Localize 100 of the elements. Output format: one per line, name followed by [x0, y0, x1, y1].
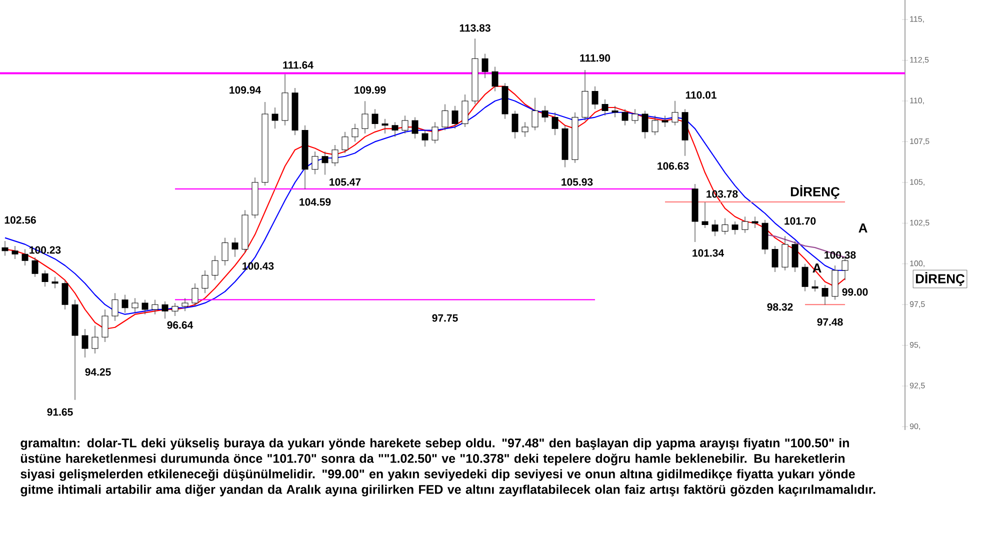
annotation: 111.64 [283, 61, 314, 69]
candlestick [782, 236, 788, 271]
candlestick [642, 110, 648, 139]
candlestick [342, 132, 348, 154]
candlestick [482, 53, 488, 78]
candlestick [152, 299, 158, 315]
candlestick [612, 106, 618, 118]
candlestick [772, 246, 778, 272]
candlestick [752, 216, 758, 228]
candlestick [202, 270, 208, 294]
candlestick [222, 238, 228, 266]
candlestick [702, 202, 708, 228]
annotation: 101.70 [784, 217, 816, 225]
candlestick [12, 246, 18, 260]
y-tick-label: 102,5 [910, 220, 930, 226]
candlestick [2, 240, 8, 256]
candlestick [382, 118, 388, 134]
candlestick [732, 221, 738, 235]
candlestick [42, 270, 48, 287]
annotation: 104.59 [300, 198, 331, 206]
candlestick [632, 108, 638, 124]
candlestick [192, 283, 198, 307]
candlestick [512, 110, 518, 139]
annotation: 105.93 [562, 178, 593, 186]
annotation: 98.32 [767, 303, 793, 311]
annotation: 97.48 [817, 318, 843, 326]
candlestick [662, 115, 668, 128]
candlestick [372, 108, 378, 129]
annotation: 109.94 [230, 86, 261, 94]
candlestick [812, 280, 818, 292]
candlestick [652, 115, 658, 136]
candlestick [312, 151, 318, 175]
annotation: 105.47 [330, 178, 361, 186]
candlestick [322, 151, 328, 176]
candlestick [462, 94, 468, 128]
candlestick [602, 99, 608, 116]
candlestick [32, 257, 38, 278]
candlestick [112, 292, 118, 322]
candlestick [162, 301, 168, 319]
candlestick [142, 299, 148, 315]
candlestick [802, 264, 808, 292]
candlestick [22, 248, 28, 266]
candlestick [332, 144, 338, 166]
y-tick-label: 110, [910, 98, 924, 104]
candlestick [522, 122, 528, 138]
candlestick [442, 104, 448, 131]
candlestick [212, 255, 218, 280]
candlestick [592, 86, 598, 110]
y-tick-label: 105, [910, 179, 924, 186]
y-tick-label: 100, [910, 260, 924, 268]
y-tick-label: 115, [910, 16, 924, 23]
annotation: 109.99 [354, 86, 386, 94]
candlestick [232, 238, 238, 258]
candlestick [452, 106, 458, 129]
candlestick [822, 284, 828, 306]
candlestick [392, 122, 398, 138]
candlestick [362, 100, 368, 134]
candlestick [742, 216, 748, 234]
annotation: 96.64 [167, 321, 194, 329]
candlestick [432, 122, 438, 144]
candlestick [792, 240, 798, 272]
candlestick [62, 280, 68, 310]
annotation: 101.34 [692, 249, 724, 257]
candlestick [622, 108, 628, 126]
annotation: 110.01 [686, 91, 716, 99]
candlestick [102, 309, 108, 342]
candlestick [172, 302, 178, 316]
candlestick [92, 325, 98, 354]
candlestick [712, 220, 718, 236]
candlestick [52, 276, 58, 289]
candlestick [122, 294, 128, 314]
annotation: 113.83 [460, 24, 490, 32]
candlestick [182, 298, 188, 312]
annotation: 97.75 [432, 314, 458, 322]
annotation: 111.90 [580, 54, 610, 62]
y-tick-label: 92,5 [910, 382, 925, 390]
text: DİRENÇ [916, 272, 965, 286]
annotation: DİRENÇ [790, 185, 840, 199]
candlestick [542, 106, 548, 122]
candlestick [842, 257, 848, 280]
candlestick [352, 123, 358, 142]
annotation: 94.25 [85, 368, 111, 376]
annotation: 99.00 [842, 288, 868, 296]
y-tick-label: 90, [910, 423, 920, 430]
text: gramaltın: dolar-TL deki yükseliş buraya da yukarı yönde harekete sebep oldu. "97.48" den başlayan dip yapma arayışı fiyatın "100.50" in üstüne hareketlenmesi durumunda önce "101.70" sonra da ""1.02.50" ve "10.378" deki tepelere doğru hamle beklenebilir. Bu hareketlerin siyasi gelişmelerden etkileneceği düşünülmelidir. "99.00" en yakın seviyedeki dip seviyesi ve onun altına gidilmedikçe fiyatta yukarı yönde gitme ihtimali artabilir ama diğer yandan da Aralık ayına girilirken FED ve altını zayıflatabilecek olan faiz artışı faktörü gözden kaçırılmamalıdır. [20, 438, 876, 496]
text: A [858, 224, 868, 232]
annotation: 106.63 [658, 162, 689, 170]
candlestick [672, 100, 678, 126]
annotation: 91.65 [47, 408, 73, 416]
y-tick-label: 112,5 [910, 56, 929, 64]
candlestick [722, 218, 728, 235]
candlestick [412, 116, 418, 139]
y-tick-label: 107,5 [910, 138, 930, 145]
candlestick [492, 66, 498, 92]
y-tick-label: 97,5 [910, 301, 925, 308]
candlestick [82, 328, 88, 358]
candlestick [422, 130, 428, 147]
annotation: A [812, 264, 822, 272]
candlestick [532, 97, 538, 131]
candlestick [272, 107, 278, 129]
